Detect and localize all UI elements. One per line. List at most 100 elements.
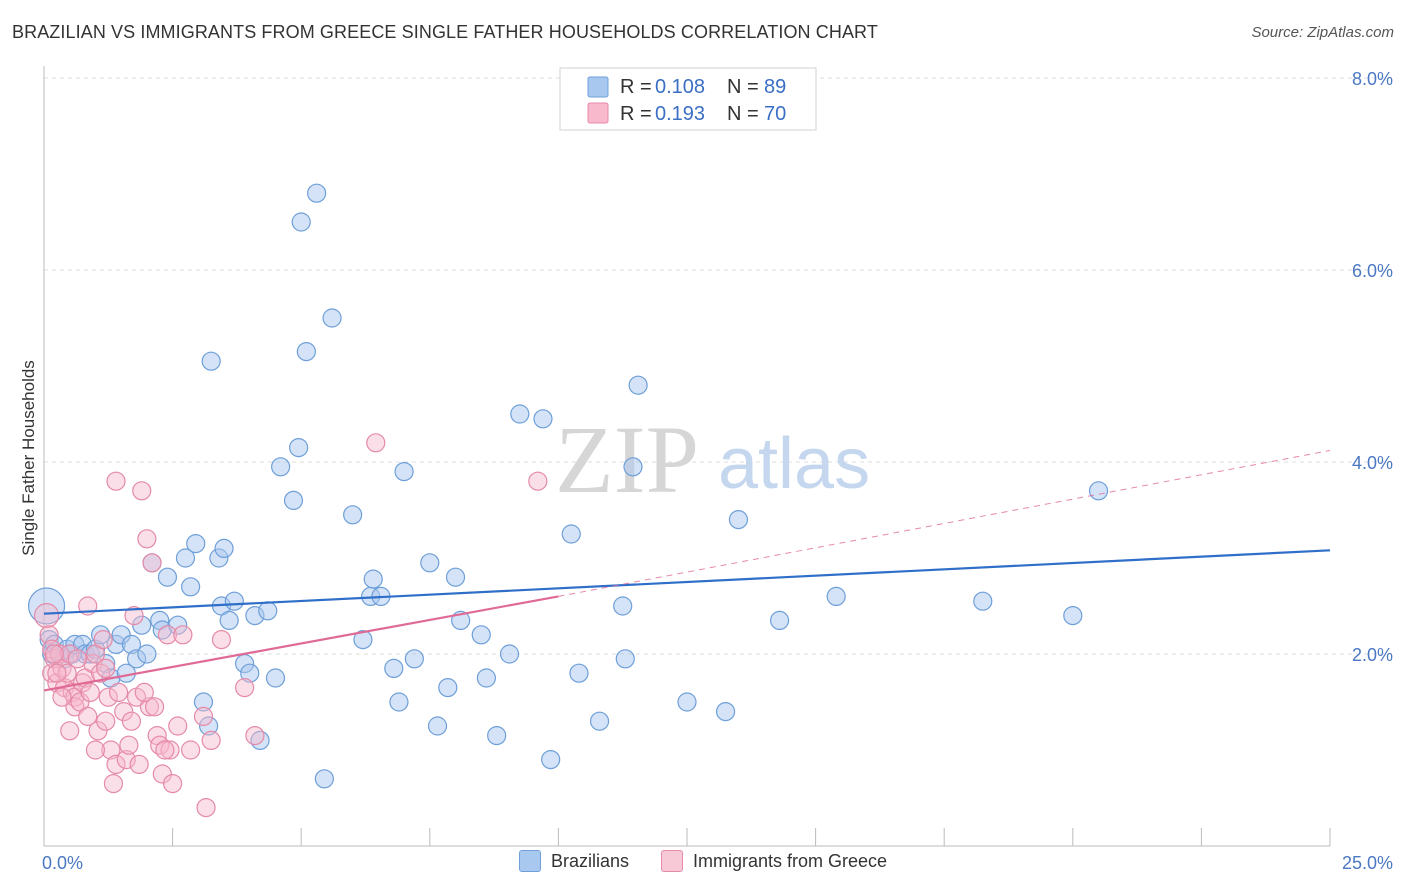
y-tick-label: 2.0% [1352,645,1393,665]
axes [43,66,1331,847]
point-brazilians [471,625,491,645]
point-greece [121,711,142,731]
point-greece [181,740,201,760]
point-brazilians [219,610,239,631]
chart-title: BRAZILIAN VS IMMIGRANTS FROM GREECE SING… [12,22,878,42]
y-axis-label: Single Father Households [19,360,38,556]
point-greece [67,649,88,669]
point-brazilians [628,375,648,395]
point-greece [49,644,70,664]
point-greece [173,625,193,645]
point-greece [85,740,106,760]
point-greece [33,602,60,629]
x-tick-label-max: 25.0% [1342,853,1393,873]
y-tick-label: 6.0% [1352,261,1393,281]
point-brazilians [499,644,520,664]
point-brazilians [384,658,404,679]
trend-greece [43,595,559,692]
point-brazilians [394,462,414,482]
point-greece [144,697,165,717]
point-brazilians [137,644,157,664]
point-brazilians [728,509,749,530]
point-greece [108,682,129,703]
point-greece [152,764,172,784]
point-greece [93,629,113,650]
point-greece [160,740,180,760]
point-greece [80,682,100,703]
point-greece [57,663,77,683]
point-brazilians [201,351,221,371]
point-greece [52,687,72,707]
point-brazilians [175,548,196,568]
legend-r-label-2: R = [620,103,652,125]
point-greece [134,682,154,703]
point-brazilians [420,553,440,573]
legend-r-value-1: 0.108 [655,76,705,98]
point-greece [88,721,108,741]
point-brazilians [27,587,66,625]
legend-item-brazilians[interactable]: Brazilians [518,850,629,872]
point-greece [124,605,144,626]
point-brazilians [314,769,334,789]
point-brazilians [569,663,589,683]
point-greece [98,687,118,707]
point-greece [132,481,152,501]
point-brazilians [389,692,409,712]
point-greece [106,471,126,491]
legend-label-brazilians: Brazilians [550,850,629,871]
point-brazilians [589,711,610,731]
point-brazilians [296,342,316,362]
point-brazilians [271,457,291,477]
y-tick-label: 8.0% [1352,69,1393,89]
point-brazilians [445,567,466,587]
point-brazilians [769,610,790,631]
point-greece [235,677,255,698]
legend-n-value-1: 89 [764,76,786,98]
point-greece [119,735,139,755]
legend-swatch-brazilians [518,850,541,872]
point-brazilians [973,591,993,611]
point-greece [129,754,149,775]
point-brazilians [533,409,553,429]
point-brazilians [199,716,219,736]
legend-swatch-greece [660,850,683,872]
point-greece [114,701,134,722]
gridlines [44,77,1392,655]
point-brazilians [1088,481,1109,501]
point-brazilians [283,490,304,510]
point-greece [44,644,64,664]
point-greece [168,716,188,736]
point-brazilians [427,716,448,736]
point-brazilians [240,663,260,683]
tick-labels: 2.0% 4.0% 6.0% 8.0% 0.0% 25.0% [42,69,1393,873]
point-greece [196,797,216,818]
point-greece [142,553,162,573]
point-brazilians [826,586,846,607]
point-greece [193,706,214,727]
point-greece [47,663,67,683]
point-greece [157,625,178,645]
point-brazilians [541,749,561,770]
point-greece [39,625,59,645]
point-brazilians [487,725,507,746]
point-greece [201,730,221,751]
trend-brazilians [43,549,1331,615]
point-brazilians [307,183,327,203]
series-brazilians [27,183,1109,789]
point-greece [78,706,98,727]
point-brazilians [1063,605,1083,626]
point-greece [528,471,548,491]
x-tick-label-min: 0.0% [42,853,83,873]
point-greece [42,663,62,683]
point-brazilians [343,505,363,525]
legend-r-value-2: 0.193 [655,103,705,125]
legend-item-greece[interactable]: Immigrants from Greece [660,850,887,872]
point-brazilians [613,596,633,616]
point-brazilians [677,692,697,712]
legend-swatch-blue [587,76,609,98]
point-brazilians [404,649,424,669]
trend-lines [43,449,1331,692]
point-greece [96,711,116,731]
point-greece [116,749,136,770]
